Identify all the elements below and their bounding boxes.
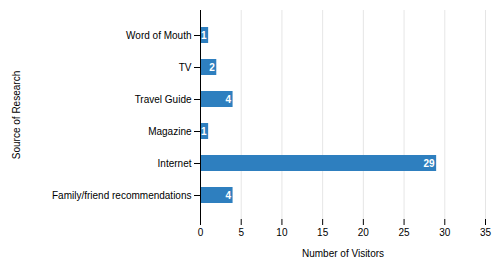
svg-text:Internet: Internet xyxy=(158,158,192,169)
svg-text:Family/friend recommendations: Family/friend recommendations xyxy=(52,190,192,201)
svg-text:Source of Research: Source of Research xyxy=(11,71,22,159)
svg-text:4: 4 xyxy=(226,190,232,201)
svg-text:Word of Mouth: Word of Mouth xyxy=(126,30,191,41)
svg-text:Travel Guide: Travel Guide xyxy=(135,94,192,105)
svg-text:20: 20 xyxy=(358,227,370,238)
svg-text:5: 5 xyxy=(238,227,244,238)
svg-text:10: 10 xyxy=(276,227,288,238)
svg-text:29: 29 xyxy=(424,158,436,169)
svg-text:15: 15 xyxy=(317,227,329,238)
svg-text:Magazine: Magazine xyxy=(148,126,192,137)
svg-text:TV: TV xyxy=(179,62,192,73)
svg-text:0: 0 xyxy=(198,227,204,238)
svg-text:25: 25 xyxy=(399,227,411,238)
svg-text:30: 30 xyxy=(439,227,451,238)
svg-text:35: 35 xyxy=(480,227,492,238)
svg-text:Number of Visitors: Number of Visitors xyxy=(302,248,384,259)
svg-text:2: 2 xyxy=(209,62,215,73)
svg-text:1: 1 xyxy=(201,30,207,41)
svg-text:1: 1 xyxy=(201,126,207,137)
svg-text:4: 4 xyxy=(226,94,232,105)
